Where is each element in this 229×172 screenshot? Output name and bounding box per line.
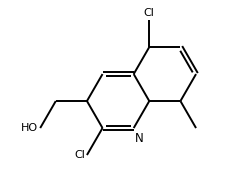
- Text: Cl: Cl: [143, 8, 154, 18]
- Text: Cl: Cl: [74, 150, 85, 160]
- Text: N: N: [134, 132, 143, 145]
- Text: HO: HO: [21, 123, 38, 133]
